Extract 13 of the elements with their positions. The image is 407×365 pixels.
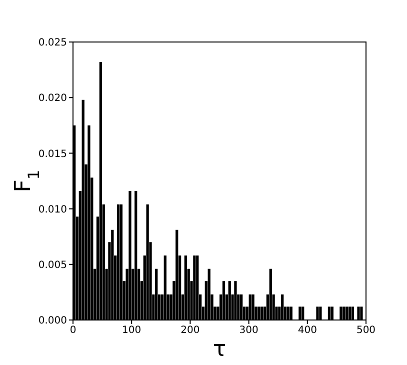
- y-tick-label: 0.000: [38, 316, 67, 327]
- y-tick-label: 0.020: [38, 93, 67, 104]
- x-tick-label: 500: [356, 325, 376, 336]
- y-tick-label: 0.005: [38, 260, 67, 271]
- x-tick-label: 200: [180, 325, 200, 336]
- x-tick-label: 400: [298, 325, 317, 336]
- y-tick-label: 0.025: [38, 38, 67, 49]
- y-tick-label: 0.010: [38, 204, 67, 216]
- x-tick-label: 100: [122, 325, 142, 336]
- x-tick-label: 300: [239, 325, 258, 336]
- x-axis-title: τ: [212, 337, 226, 362]
- y-tick-label: 0.015: [38, 148, 67, 160]
- x-tick-label: 0: [70, 325, 76, 336]
